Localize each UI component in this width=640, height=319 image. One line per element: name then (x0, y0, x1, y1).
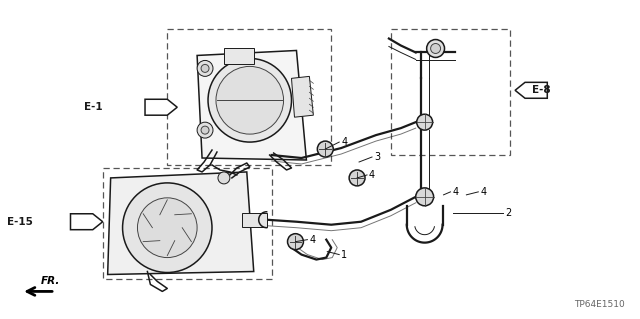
Text: FR.: FR. (41, 277, 60, 286)
Text: E-15: E-15 (7, 217, 33, 227)
Circle shape (216, 66, 284, 134)
Circle shape (197, 122, 213, 138)
Text: 4: 4 (369, 170, 375, 180)
Bar (242, 213, 267, 227)
Text: 4: 4 (452, 187, 459, 197)
Bar (391, 29, 510, 155)
Polygon shape (70, 214, 102, 230)
Text: 4: 4 (480, 187, 486, 197)
Text: 1: 1 (341, 249, 348, 260)
Text: TP64E1510: TP64E1510 (573, 300, 625, 309)
Circle shape (349, 170, 365, 186)
Circle shape (138, 198, 197, 257)
Polygon shape (515, 82, 547, 98)
Circle shape (201, 64, 209, 72)
Polygon shape (108, 172, 253, 274)
Circle shape (317, 141, 333, 157)
Text: 2: 2 (505, 208, 511, 218)
Circle shape (197, 60, 213, 76)
Circle shape (218, 172, 230, 184)
Polygon shape (197, 50, 307, 160)
Text: E-1: E-1 (84, 102, 102, 112)
Circle shape (208, 58, 291, 142)
Circle shape (416, 188, 434, 206)
Circle shape (427, 40, 445, 57)
Bar (102, 168, 271, 279)
Circle shape (287, 234, 303, 249)
Circle shape (417, 114, 433, 130)
Circle shape (123, 183, 212, 272)
Text: 3: 3 (374, 152, 380, 162)
Polygon shape (145, 99, 177, 115)
Polygon shape (291, 76, 314, 117)
Circle shape (201, 126, 209, 134)
Bar (224, 48, 253, 64)
Circle shape (431, 43, 440, 54)
Text: 4: 4 (341, 137, 348, 147)
Bar (167, 29, 332, 165)
Text: 4: 4 (309, 235, 316, 245)
Text: E-8: E-8 (532, 85, 550, 95)
